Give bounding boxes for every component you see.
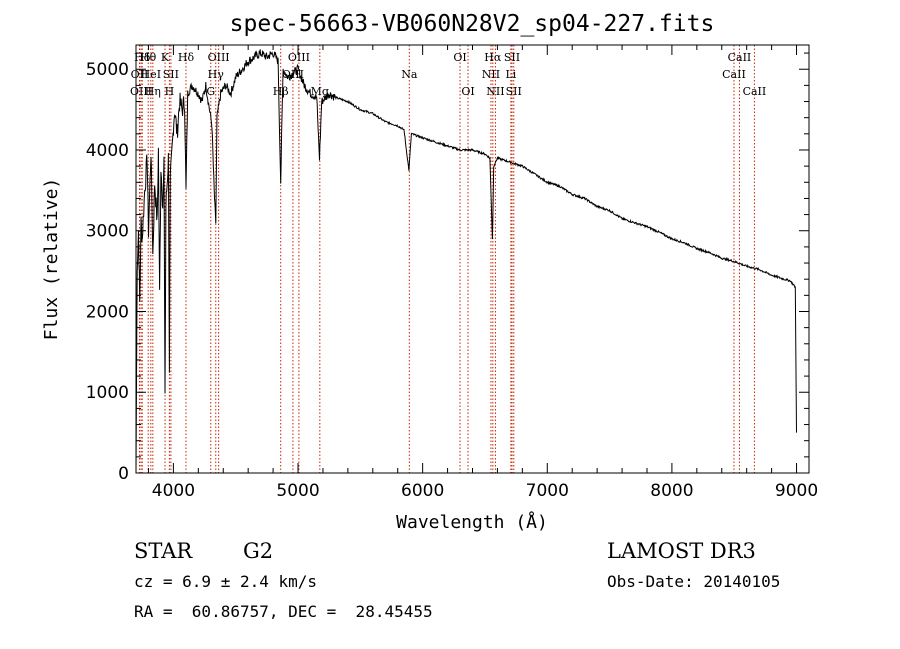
line-label: Hα — [484, 51, 502, 64]
x-tick-label: 5000 — [276, 481, 319, 501]
line-label: Hδ — [178, 51, 195, 64]
line-label: SII — [163, 68, 179, 81]
line-label: H — [165, 85, 175, 98]
line-label: Li — [505, 68, 516, 81]
plot-frame — [135, 44, 810, 474]
line-label: Hη — [145, 85, 161, 98]
line-label: CaII — [743, 85, 767, 98]
line-label: HeI — [141, 68, 161, 81]
y-axis-ticks: 0 1000 2000 3000 4000 5000 — [86, 52, 809, 484]
y-tick-label: 1000 — [86, 383, 129, 403]
redshift-velocity: cz = 6.9 ± 2.4 km/s — [134, 572, 318, 591]
object-subclass: G2 — [243, 539, 274, 563]
x-axis-ticks: 4000 5000 6000 7000 8000 9000 — [147, 45, 818, 501]
line-label: Hθ — [140, 51, 157, 64]
line-label: OI — [453, 51, 466, 64]
y-tick-label: 0 — [118, 464, 129, 484]
observation-date: Obs-Date: 20140105 — [607, 572, 781, 591]
chart-title: spec-56663-VB060N28V2_sp04-227.fits — [230, 11, 715, 37]
x-axis-label: Wavelength (Å) — [396, 511, 548, 533]
line-label: OI — [461, 85, 474, 98]
line-label: SII — [506, 85, 522, 98]
y-tick-label: 5000 — [86, 60, 129, 80]
spectrum-trace — [135, 49, 797, 474]
line-label: SII — [504, 51, 520, 64]
object-class: STAR — [134, 539, 193, 563]
line-label: NII — [482, 68, 500, 81]
x-tick-label: 7000 — [526, 481, 569, 501]
line-label: CaII — [722, 68, 746, 81]
line-label: Hβ — [273, 85, 289, 98]
line-label: Hγ — [208, 68, 225, 81]
survey-name: LAMOST DR3 — [607, 539, 756, 563]
line-label: K — [161, 51, 170, 64]
y-tick-label: 4000 — [86, 141, 129, 161]
ra-dec-coordinates: RA = 60.86757, DEC = 28.45455 — [134, 602, 433, 621]
y-tick-label: 2000 — [86, 302, 129, 322]
x-tick-label: 6000 — [401, 481, 444, 501]
line-label: OIII — [288, 51, 310, 64]
spectral-line-markers — [138, 45, 755, 473]
line-label: G — [206, 85, 215, 98]
y-axis-label: Flux (relative) — [41, 178, 62, 341]
line-label: CaII — [728, 51, 752, 64]
x-tick-label: 8000 — [650, 481, 693, 501]
line-label: OII — [131, 68, 149, 81]
x-tick-label: 4000 — [152, 481, 195, 501]
line-label: Hδ — [134, 51, 151, 64]
x-tick-label: 9000 — [775, 481, 818, 501]
y-tick-label: 3000 — [86, 222, 129, 242]
line-label: NII — [486, 85, 504, 98]
line-label: OIII — [208, 51, 230, 64]
line-label: Na — [401, 68, 418, 81]
line-label: OIII — [130, 85, 152, 98]
